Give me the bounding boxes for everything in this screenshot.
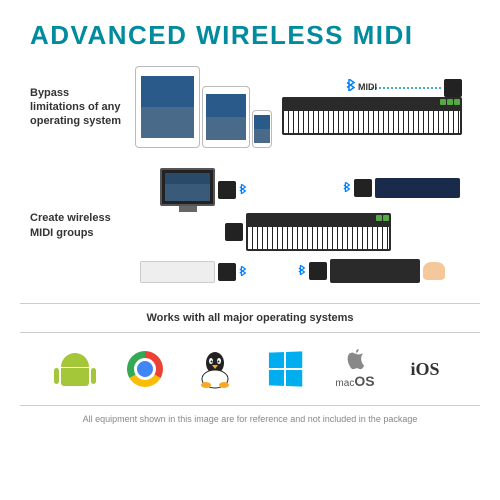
midi-adapter — [444, 79, 462, 97]
macos-icon: macOS — [334, 348, 376, 390]
chrome-icon — [124, 348, 166, 390]
bluetooth-icon — [343, 182, 351, 194]
ios-icon: iOS — [404, 348, 446, 390]
compatibility-header: Works with all major operating systems — [20, 303, 480, 333]
android-icon — [54, 348, 96, 390]
bluetooth-icon — [239, 184, 247, 196]
computer-monitor — [160, 168, 215, 212]
hand-icon — [423, 262, 445, 280]
synth-module — [330, 259, 420, 283]
bluetooth-icon — [298, 265, 306, 277]
disclaimer-text: All equipment shown in this image are fo… — [20, 405, 480, 424]
phone-small — [252, 110, 272, 148]
tablet-large — [135, 66, 200, 148]
bluetooth-icon — [239, 266, 247, 278]
adapter-icon — [218, 263, 236, 281]
connection-line — [371, 87, 441, 89]
bypass-label: Bypass limitations of any operating syst… — [30, 86, 125, 129]
op1-synth — [140, 261, 215, 283]
groups-label: Create wireless MIDI groups — [30, 211, 125, 240]
adapter-icon — [218, 181, 236, 199]
os-icons-row: macOS iOS — [30, 348, 470, 390]
wireless-group-diagram — [140, 168, 460, 283]
midi-keyboard-center — [246, 213, 391, 251]
midi-keyboard-main — [282, 97, 462, 135]
windows-icon — [264, 348, 306, 390]
section-bypass: Bypass limitations of any operating syst… — [30, 66, 470, 148]
bluetooth-icon — [346, 79, 356, 94]
adapter-icon — [309, 262, 327, 280]
adapter-icon — [354, 179, 372, 197]
adapter-icon — [225, 223, 243, 241]
tablet-devices — [135, 66, 272, 148]
midi-text: MIDI — [358, 82, 377, 92]
tablet-medium — [202, 86, 250, 148]
bluetooth-midi-label: MIDI — [346, 79, 377, 94]
page-title: ADVANCED WIRELESS MIDI — [30, 20, 470, 51]
section-groups: Create wireless MIDI groups — [30, 168, 470, 283]
small-keyboard — [375, 178, 460, 198]
linux-icon — [194, 348, 236, 390]
